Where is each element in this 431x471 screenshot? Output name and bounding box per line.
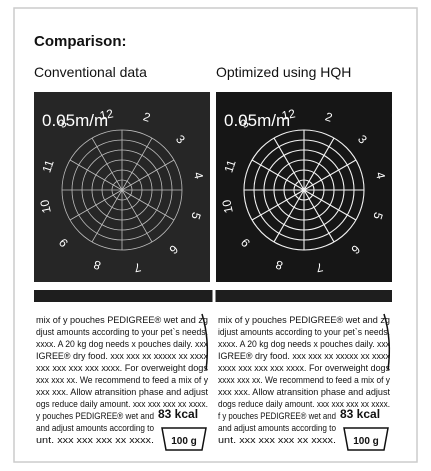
page: Comparison: Conventional data0.05m/m1223… xyxy=(0,0,431,471)
dial-label: 0.05m/m xyxy=(42,111,108,130)
text-line: xxx xxx xxx xxx xxxx. For overweight dog… xyxy=(36,363,209,373)
text-line: xxxx xxx xx. We recommend to feed a mix … xyxy=(218,375,390,385)
text-line: xxxx. A 20 kg dog needs x pouches daily.… xyxy=(218,339,390,349)
kcal: 83 kcal xyxy=(158,407,198,421)
text-line: xxx xxx. Allow atransition phase and adj… xyxy=(36,387,209,397)
kcal: 83 kcal xyxy=(340,407,380,421)
text-line: y pouches PEDIGREE® wet and xyxy=(36,411,154,421)
text-line: unt. xxx xxx xxx xx xxxx. xyxy=(218,435,336,445)
text-line: idjust amounts according to your pet`s n… xyxy=(218,327,390,337)
panel-label: Optimized using HQH xyxy=(216,64,351,80)
weight: 100 g xyxy=(171,436,197,447)
text-line: f y pouches PEDIGREE® wet and xyxy=(218,411,336,421)
text-line: unt. xxx xxx xxx xx xxxx. xyxy=(36,435,154,445)
text-line: mix of y pouches PEDIGREE® wet and zg xyxy=(36,315,208,325)
text-line: xxxx xxx xxx xxx xxxx. For overweight do… xyxy=(218,363,390,373)
title: Comparison: xyxy=(34,33,127,50)
text-line: xxxx. A 20 kg dog needs x pouches daily.… xyxy=(36,339,208,349)
text-line: xxx xxx xx. We recommend to feed a mix o… xyxy=(36,375,208,385)
text-line: IGREE® dry food. xxx xxx xx xxxxx xx xxx… xyxy=(36,351,208,361)
text-line: and adjust amounts according to xyxy=(36,423,154,433)
text-line: IGREE® dry food. xxx xxx xx xxxxx xx xxx… xyxy=(218,351,390,361)
text-line: mix of y pouches PEDIGREE® wet and zg xyxy=(218,315,390,325)
panel-label: Conventional data xyxy=(34,64,147,80)
text-line: and adjust amounts according to xyxy=(218,423,336,433)
dial-label: 0.05m/m xyxy=(224,111,290,130)
text-line: xxx xxx. Allow atransition phase and adj… xyxy=(218,387,391,397)
text-line: djust amounts according to your pet`s ne… xyxy=(36,327,208,337)
weight: 100 g xyxy=(353,436,379,447)
